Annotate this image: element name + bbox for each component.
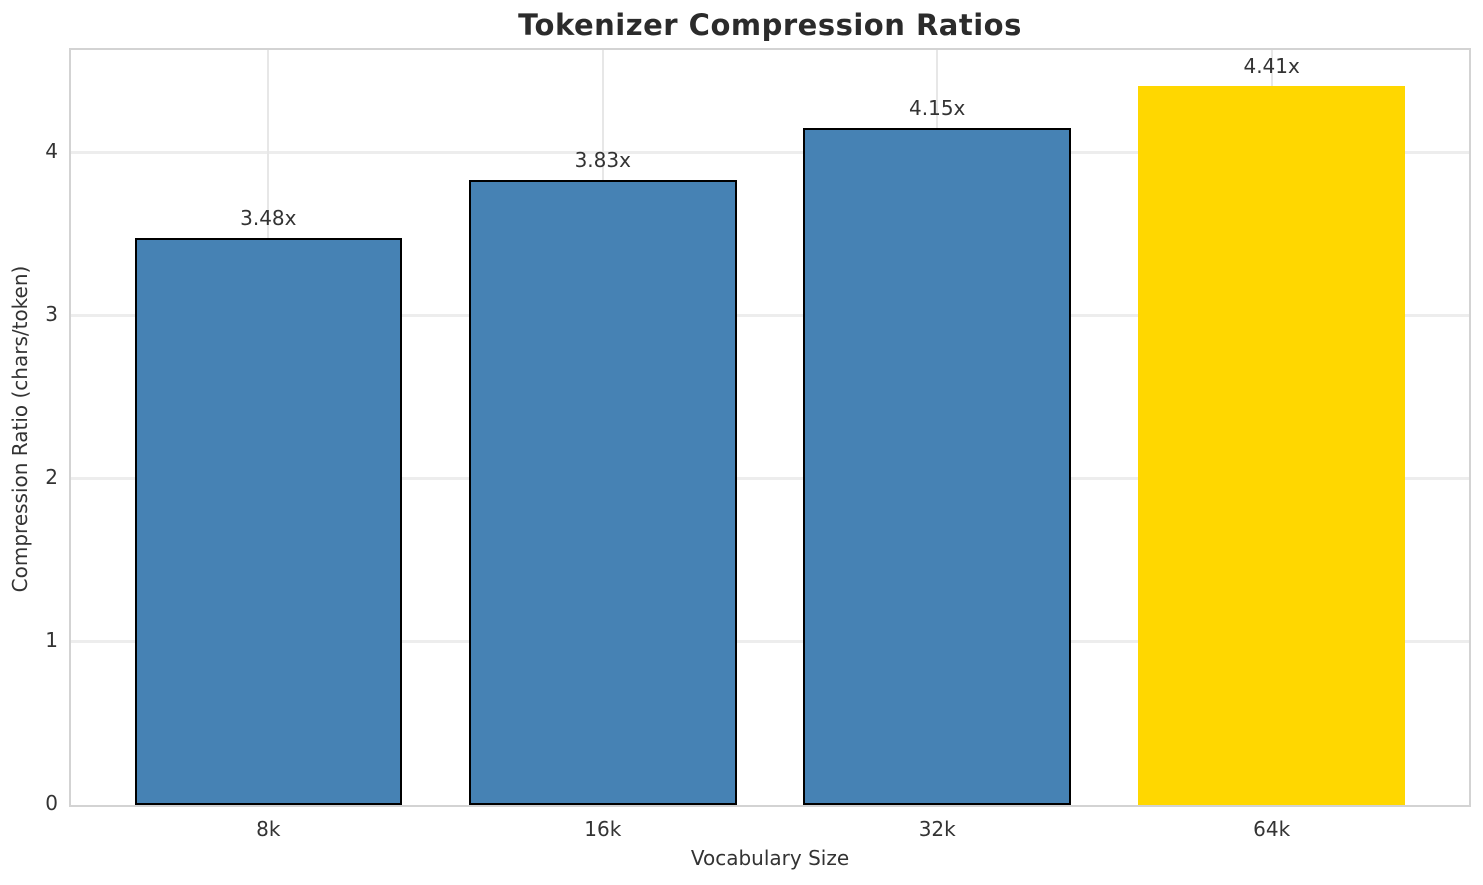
bar-16k: [468, 180, 737, 805]
bar-value-label: 4.41x: [1243, 53, 1300, 78]
y-tick-label: 3: [45, 301, 58, 326]
y-tick-label: 2: [45, 464, 58, 489]
y-tick-label: 0: [45, 791, 58, 815]
y-tick-label: 1: [45, 627, 58, 652]
x-tick-label: 8k: [256, 817, 281, 841]
bar-value-label: 3.83x: [574, 148, 631, 173]
x-tick-label: 16k: [584, 817, 622, 841]
x-tick-label: 64k: [1253, 817, 1291, 841]
chart-title: Tokenizer Compression Ratios: [518, 8, 1022, 42]
plot-area: [69, 48, 1471, 807]
bar-32k: [803, 128, 1071, 805]
bar-8k: [134, 237, 403, 805]
bar-64k: [1137, 85, 1406, 805]
x-axis-label: Vocabulary Size: [690, 846, 850, 870]
y-gridline: [71, 640, 1469, 644]
x-tick-label: 32k: [918, 817, 956, 841]
y-gridline: [71, 151, 1469, 155]
y-tick-label: 4: [45, 138, 58, 163]
y-gridline: [71, 477, 1469, 481]
bar-value-label: 4.15x: [909, 96, 966, 121]
y-gridline: [71, 314, 1469, 318]
bar-value-label: 3.48x: [240, 205, 297, 230]
